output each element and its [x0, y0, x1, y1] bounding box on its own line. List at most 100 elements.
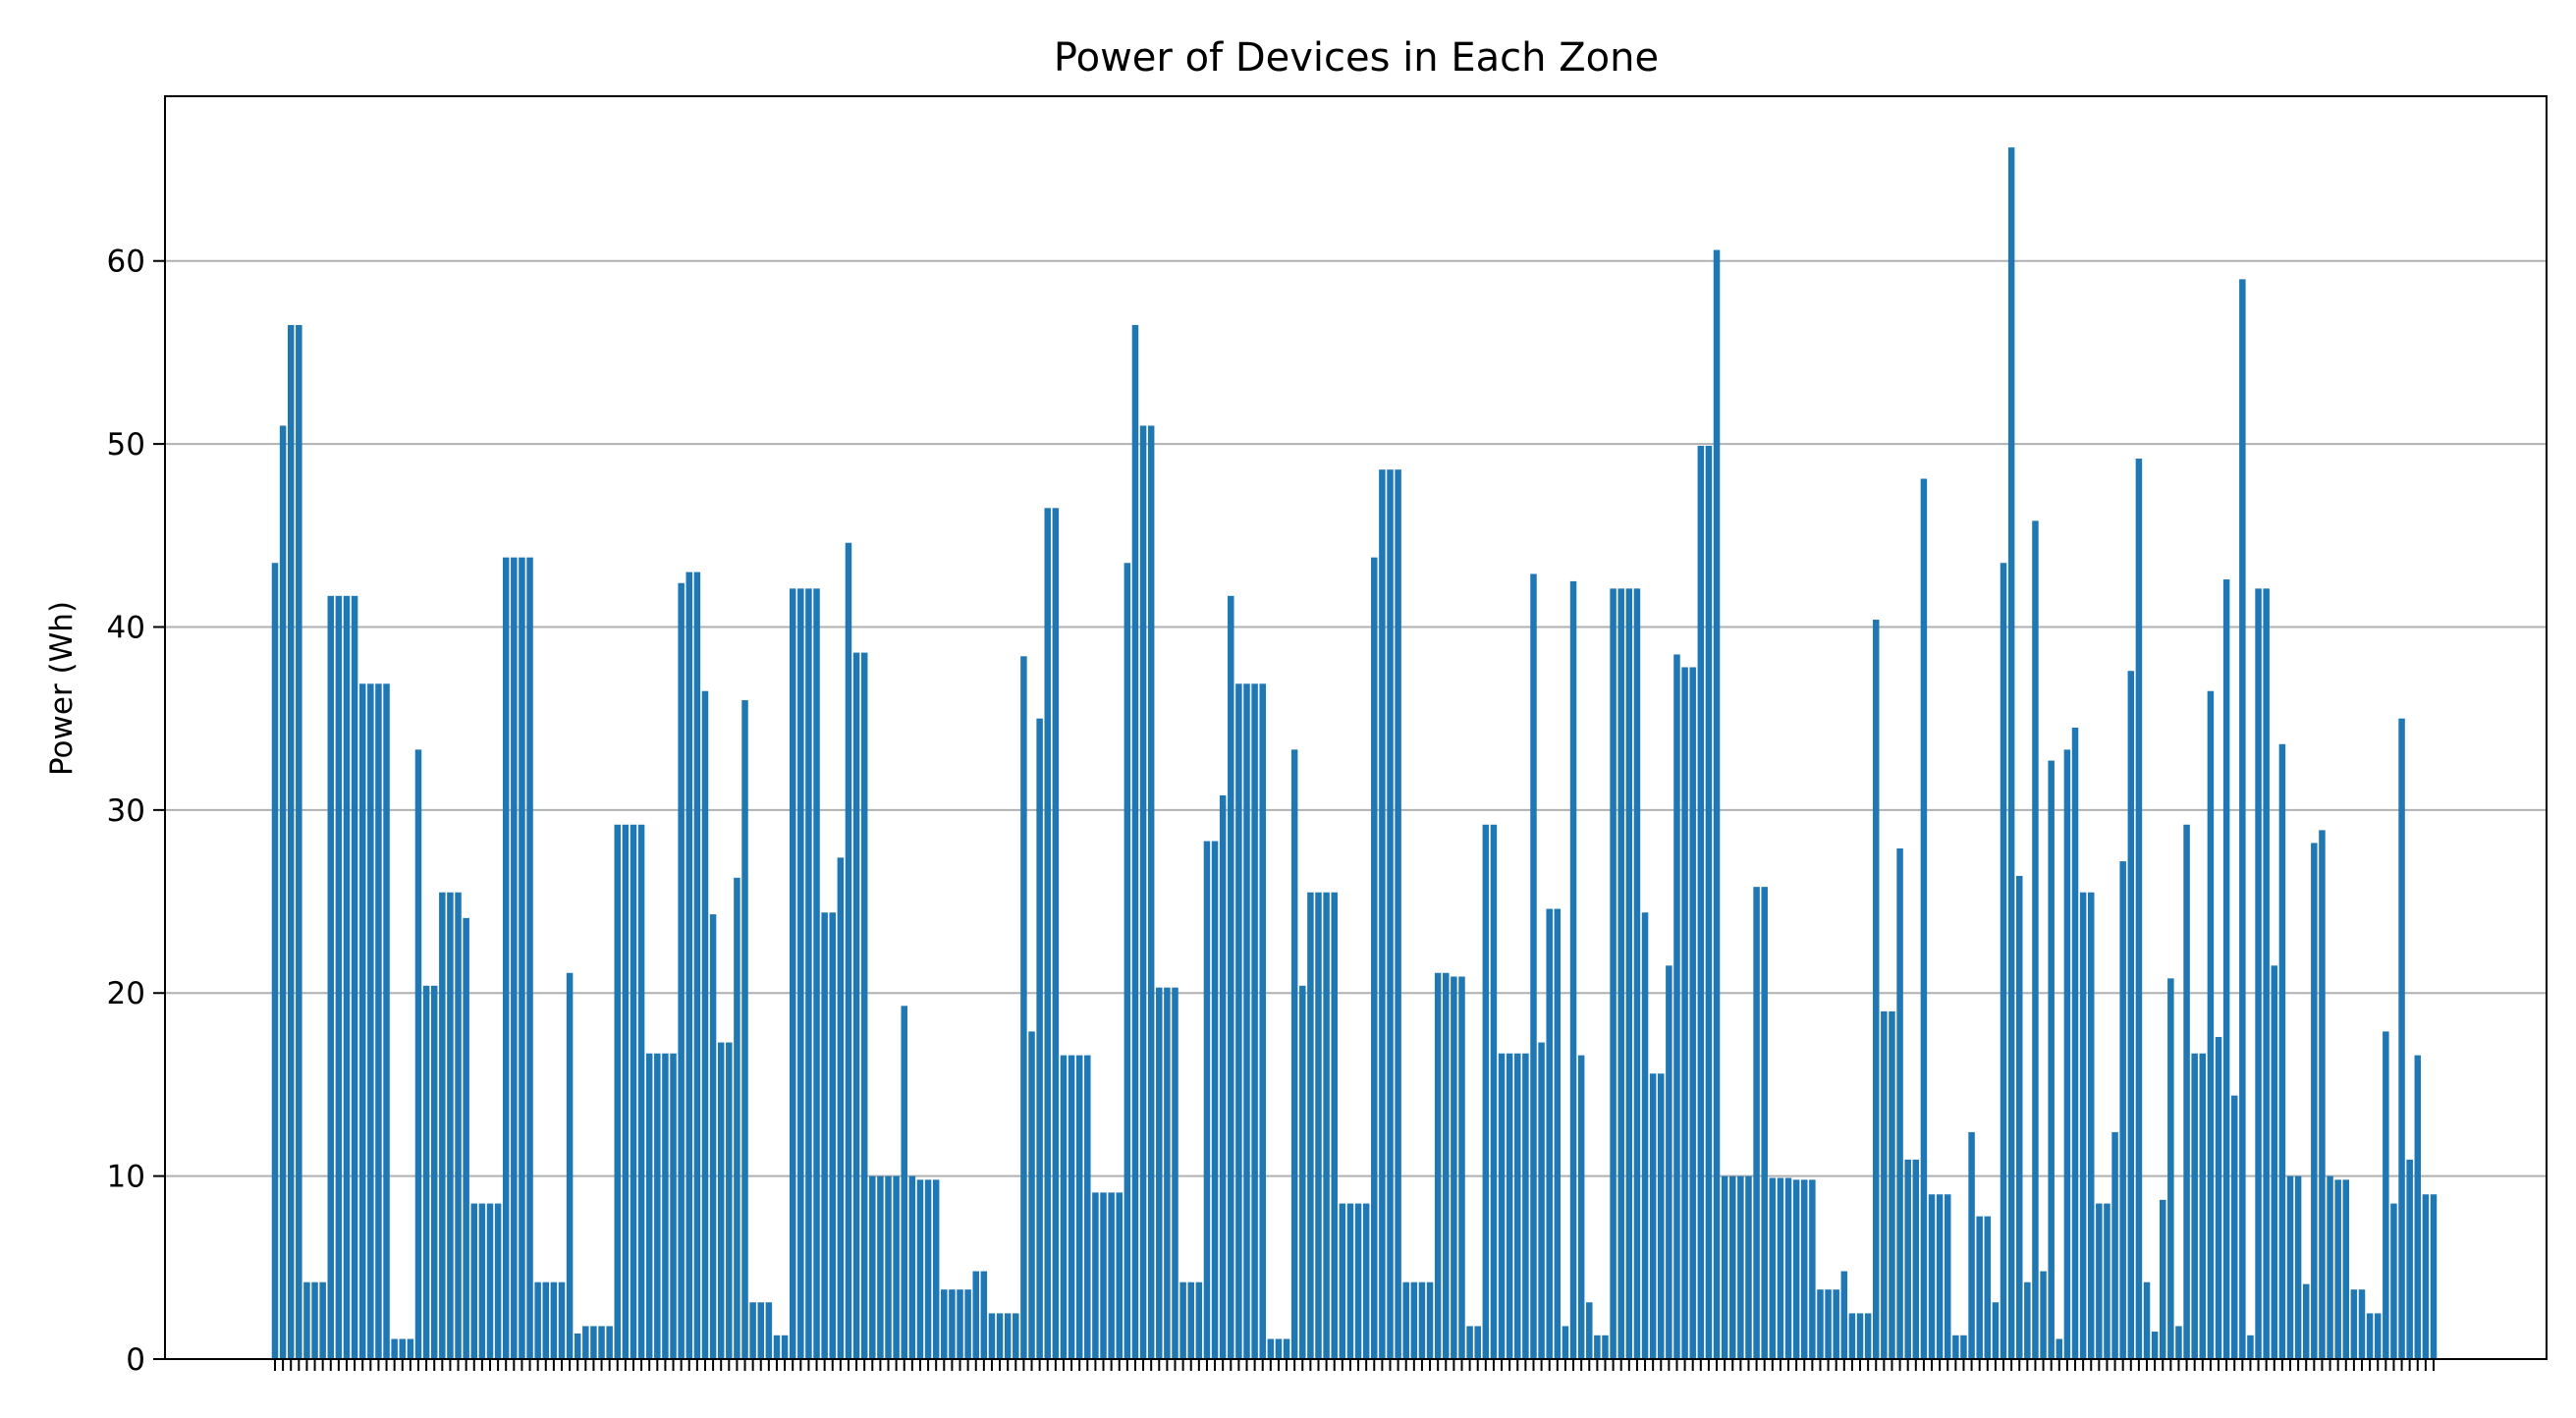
bar: [637, 824, 645, 1359]
bar: [2302, 1283, 2310, 1359]
bar: [1259, 683, 1266, 1359]
bar: [2406, 1159, 2413, 1359]
bar: [749, 1302, 756, 1359]
bar: [2096, 1203, 2103, 1359]
bar: [311, 1282, 318, 1359]
bar: [534, 1282, 541, 1359]
bar: [2263, 588, 2270, 1359]
bar: [1474, 1326, 1481, 1359]
bar: [701, 690, 709, 1359]
bar: [869, 1175, 876, 1359]
bar: [1649, 1073, 1657, 1359]
bar: [2414, 1055, 2422, 1359]
bar: [1275, 1338, 1283, 1359]
bar: [399, 1338, 407, 1359]
bar: [1833, 1289, 1839, 1359]
bar: [2119, 861, 2126, 1359]
bar: [670, 1053, 677, 1359]
bar: [2032, 520, 2039, 1359]
bar: [1666, 965, 1672, 1359]
bar: [1554, 908, 1562, 1359]
bar: [1856, 1313, 1864, 1359]
bar: [478, 1203, 486, 1359]
bar: [1705, 445, 1713, 1359]
bar: [1458, 976, 1465, 1359]
bar: [1801, 1179, 1808, 1359]
bar: [916, 1179, 924, 1359]
y-tick-label: 10: [107, 1160, 145, 1195]
bar: [1211, 841, 1219, 1359]
bar: [1482, 824, 1490, 1359]
bar: [391, 1338, 398, 1359]
bar: [845, 542, 852, 1359]
bar: [2063, 749, 2071, 1359]
bar: [1697, 445, 1705, 1359]
bar: [1617, 588, 1624, 1359]
bar: [2199, 1053, 2207, 1359]
y-tick-label: 20: [107, 976, 145, 1011]
bar: [598, 1326, 605, 1359]
bar: [343, 595, 351, 1359]
y-tick-label: 0: [126, 1342, 145, 1378]
bar: [439, 892, 446, 1359]
bar: [773, 1335, 781, 1359]
bar: [654, 1053, 661, 1359]
bar: [2286, 1175, 2294, 1359]
bar: [1084, 1055, 1091, 1359]
bar: [407, 1338, 414, 1359]
bars: [271, 147, 2438, 1360]
bar: [901, 1006, 907, 1359]
bar: [685, 572, 693, 1359]
bar: [2151, 1332, 2159, 1359]
bar: [941, 1289, 948, 1359]
bar: [2239, 279, 2246, 1359]
bar: [2383, 1031, 2389, 1359]
bar: [1729, 1175, 1736, 1359]
bar: [1713, 249, 1721, 1359]
bar: [821, 912, 828, 1359]
bar: [852, 652, 860, 1359]
bar: [470, 1203, 478, 1359]
bar: [1362, 1203, 1370, 1359]
bar: [908, 1175, 916, 1359]
bar: [1339, 1203, 1346, 1359]
bar: [414, 749, 422, 1359]
bar: [2294, 1175, 2302, 1359]
bar: [375, 683, 382, 1359]
bar: [1577, 1055, 1585, 1359]
bar: [1387, 469, 1394, 1359]
x-tick-marks: [274, 1359, 2435, 1371]
bar: [2255, 588, 2262, 1359]
bar: [1753, 887, 1760, 1359]
bar: [447, 892, 454, 1359]
bar: [860, 652, 868, 1359]
bar: [1147, 425, 1155, 1359]
bar: [1920, 478, 1928, 1359]
bar: [1108, 1192, 1115, 1359]
bar: [2127, 671, 2135, 1359]
bar: [1172, 987, 1178, 1359]
bar: [1777, 1177, 1784, 1359]
bar: [949, 1289, 956, 1359]
bar: [693, 572, 701, 1359]
bar: [980, 1271, 988, 1359]
bar: [1315, 892, 1322, 1359]
bar: [1633, 588, 1641, 1359]
bar: [1283, 1338, 1290, 1359]
bar: [614, 824, 622, 1359]
bar: [1673, 654, 1680, 1359]
bar: [1737, 1175, 1744, 1359]
bar: [622, 824, 630, 1359]
bar: [271, 563, 279, 1359]
bar: [1928, 1194, 1936, 1359]
bar: [1068, 1055, 1075, 1359]
bar: [1936, 1194, 1944, 1359]
y-tick-label: 50: [107, 427, 145, 463]
bar: [2334, 1179, 2341, 1359]
y-axis-label: Power (Wh): [44, 601, 80, 776]
bar: [1984, 1216, 1992, 1359]
bar: [2319, 830, 2326, 1359]
bar: [1060, 1055, 1068, 1359]
bar: [1490, 824, 1498, 1359]
